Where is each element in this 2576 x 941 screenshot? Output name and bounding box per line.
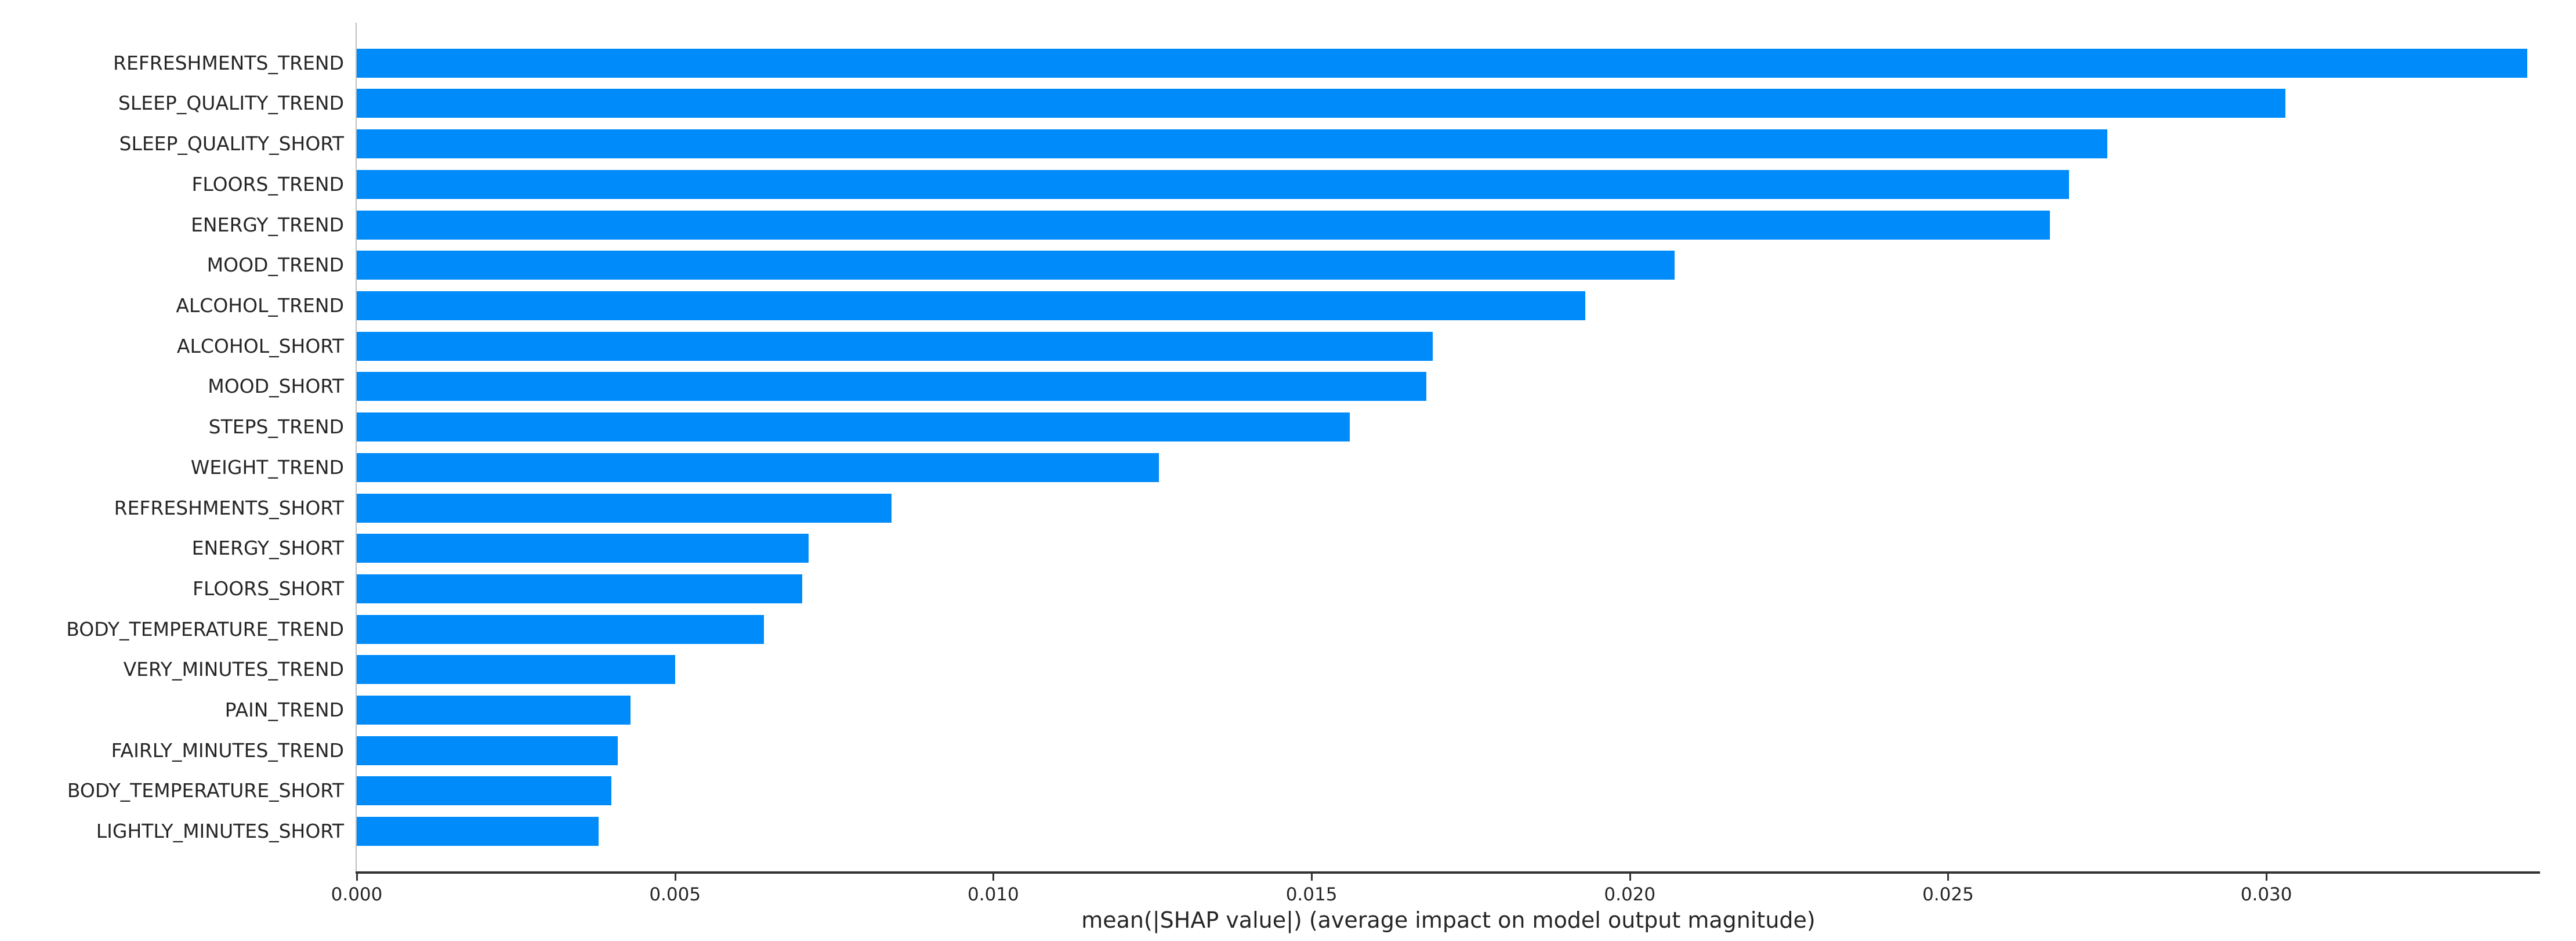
bar	[357, 736, 618, 765]
bar	[357, 574, 803, 603]
x-tick-label: 0.005	[649, 884, 701, 905]
y-tick-label: PAIN_TREND	[224, 698, 344, 722]
y-axis-line	[356, 23, 357, 872]
x-tick-label: 0.015	[1285, 884, 1338, 905]
y-tick-label: SLEEP_QUALITY_SHORT	[119, 132, 345, 155]
bar	[357, 169, 2069, 199]
bar	[357, 89, 2286, 118]
x-tick-mark	[992, 873, 995, 881]
bar	[357, 534, 809, 563]
x-tick-mark	[1629, 873, 1631, 881]
bar	[357, 48, 2528, 78]
x-tick-label: 0.025	[1922, 884, 1974, 905]
x-tick-mark	[356, 873, 358, 881]
bar	[357, 817, 599, 846]
y-tick-label: ENERGY_TREND	[191, 213, 344, 236]
y-tick-label: REFRESHMENTS_SHORT	[114, 496, 344, 519]
y-tick-label: STEPS_TREND	[208, 415, 344, 439]
x-tick-mark	[1947, 873, 1950, 881]
bar	[357, 614, 765, 644]
x-tick-mark	[1311, 873, 1313, 881]
y-tick-label: ALCOHOL_SHORT	[176, 334, 344, 357]
y-tick-label: LIGHTLY_MINUTES_SHORT	[96, 820, 344, 843]
y-tick-label: REFRESHMENTS_TREND	[113, 51, 344, 74]
y-tick-label: FAIRLY_MINUTES_TREND	[111, 739, 344, 762]
y-tick-label: FLOORS_SHORT	[193, 577, 344, 600]
y-tick-label: MOOD_SHORT	[208, 375, 344, 398]
x-tick-label: 0.020	[1604, 884, 1656, 905]
bar	[357, 331, 1433, 361]
bar	[357, 696, 631, 725]
bar	[357, 372, 1426, 401]
bar	[357, 453, 1159, 482]
y-tick-label: WEIGHT_TREND	[190, 455, 344, 479]
bar	[357, 291, 1585, 320]
x-axis-line	[356, 871, 2540, 874]
x-axis-title: mean(|SHAP value|) (average impact on mo…	[1081, 907, 1816, 933]
y-tick-label: VERY_MINUTES_TREND	[123, 658, 344, 681]
y-tick-label: FLOORS_TREND	[191, 172, 344, 196]
y-tick-label: BODY_TEMPERATURE_TREND	[66, 617, 344, 640]
bar	[357, 129, 2107, 159]
bar	[357, 251, 1675, 280]
x-tick-mark	[674, 873, 676, 881]
plot-area	[356, 23, 2540, 874]
x-tick-mark	[2266, 873, 2268, 881]
y-tick-label: ALCOHOL_TREND	[176, 294, 344, 317]
x-tick-label: 0.030	[2240, 884, 2292, 905]
y-tick-label: MOOD_TREND	[206, 254, 344, 277]
bar	[357, 493, 892, 523]
y-tick-label: SLEEP_QUALITY_TREND	[118, 92, 344, 115]
x-tick-label: 0.000	[331, 884, 383, 905]
bar	[357, 655, 675, 685]
bar	[357, 210, 2050, 240]
y-tick-label: ENERGY_SHORT	[191, 537, 344, 560]
x-tick-label: 0.010	[968, 884, 1019, 905]
bar	[357, 776, 611, 806]
y-tick-label: BODY_TEMPERATURE_SHORT	[67, 779, 344, 802]
bar	[357, 412, 1350, 442]
